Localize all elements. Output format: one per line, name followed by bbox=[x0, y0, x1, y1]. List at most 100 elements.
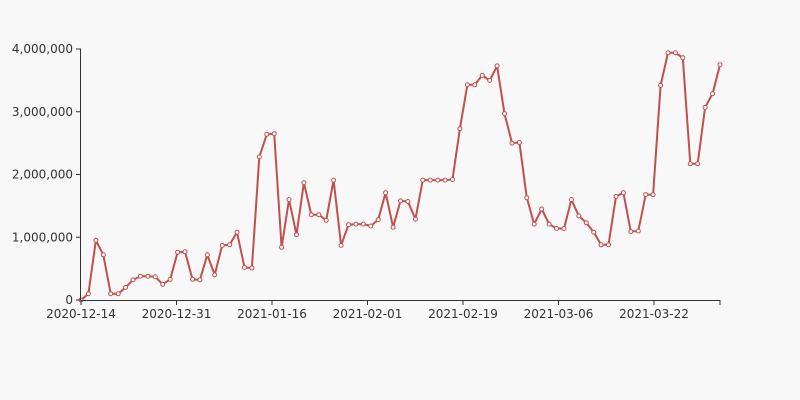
data-point bbox=[591, 229, 597, 235]
x-tick-label: 2020-12-31 bbox=[142, 307, 212, 321]
data-point bbox=[472, 82, 478, 88]
data-point bbox=[502, 111, 507, 117]
data-point bbox=[242, 264, 247, 270]
data-point bbox=[658, 82, 664, 88]
x-tick-label: 2021-01-16 bbox=[237, 307, 307, 321]
data-point bbox=[479, 72, 485, 78]
y-tick-label: 1,000,000 bbox=[12, 230, 73, 244]
data-point bbox=[710, 91, 716, 97]
data-point bbox=[286, 197, 292, 203]
data-point bbox=[123, 284, 129, 290]
x-axis-ticks: 2020-12-14 2020-12-31 2021-01-16 2021-02-01… bbox=[46, 300, 721, 321]
data-point bbox=[182, 249, 188, 255]
y-tick-label: 2,000,000 bbox=[12, 168, 73, 182]
data-point bbox=[539, 206, 545, 212]
data-point bbox=[130, 277, 136, 283]
data-point bbox=[346, 222, 351, 228]
data-point bbox=[561, 226, 567, 231]
x-tick-label: 2021-02-01 bbox=[333, 307, 403, 321]
data-point bbox=[331, 177, 337, 183]
data-point bbox=[531, 221, 537, 227]
data-point bbox=[145, 273, 151, 279]
data-point bbox=[398, 198, 403, 204]
data-point bbox=[219, 242, 225, 248]
data-point bbox=[680, 55, 686, 61]
data-point bbox=[190, 276, 195, 282]
data-point bbox=[650, 192, 656, 198]
data-point bbox=[234, 229, 240, 235]
data-point bbox=[108, 291, 114, 297]
x-tick-label: 2020-12-14 bbox=[46, 307, 116, 321]
data-point bbox=[249, 265, 255, 271]
data-point bbox=[368, 223, 374, 229]
data-point bbox=[643, 192, 649, 198]
data-point bbox=[152, 274, 158, 280]
x-tick-label: 2021-02-19 bbox=[428, 307, 498, 321]
data-point bbox=[308, 212, 314, 218]
data-point bbox=[360, 221, 366, 227]
data-point bbox=[464, 82, 470, 88]
data-point bbox=[353, 221, 359, 227]
data-point bbox=[212, 272, 218, 278]
data-point bbox=[576, 213, 582, 219]
data-point bbox=[271, 131, 277, 137]
data-point bbox=[412, 216, 418, 222]
data-point bbox=[383, 190, 389, 196]
data-point bbox=[227, 242, 233, 248]
data-point bbox=[175, 249, 181, 255]
data-point bbox=[717, 62, 723, 68]
series-line bbox=[80, 51, 721, 301]
data-point bbox=[628, 229, 634, 235]
data-point bbox=[702, 104, 708, 110]
data-point bbox=[323, 217, 329, 223]
data-point bbox=[115, 291, 121, 297]
data-point bbox=[93, 237, 99, 243]
data-point bbox=[85, 291, 91, 297]
x-tick-label: 2021-03-06 bbox=[524, 307, 594, 321]
data-point bbox=[204, 252, 210, 258]
data-point bbox=[598, 242, 604, 248]
data-point bbox=[442, 177, 448, 183]
data-point bbox=[375, 217, 381, 223]
data-point bbox=[457, 126, 463, 132]
series-group bbox=[78, 50, 723, 303]
data-point bbox=[695, 161, 701, 167]
data-point bbox=[427, 177, 433, 183]
data-point bbox=[509, 140, 515, 146]
data-point bbox=[635, 228, 641, 234]
data-point bbox=[197, 277, 203, 283]
data-point bbox=[390, 224, 396, 230]
y-tick-label: 3,000,000 bbox=[12, 105, 73, 119]
data-point bbox=[405, 199, 411, 204]
y-axis-ticks: 0 1,000,000 2,000,000 3,000,000 4,000,000 bbox=[12, 42, 81, 307]
data-point bbox=[494, 63, 500, 69]
data-point bbox=[301, 180, 307, 186]
data-point bbox=[583, 220, 589, 226]
data-point bbox=[137, 273, 143, 279]
data-point bbox=[546, 221, 552, 227]
data-point bbox=[487, 77, 493, 83]
data-point bbox=[516, 140, 522, 145]
data-point bbox=[100, 252, 106, 258]
data-point bbox=[554, 226, 559, 231]
data-point bbox=[167, 276, 173, 282]
data-point bbox=[524, 195, 530, 201]
data-point bbox=[316, 212, 322, 218]
data-point bbox=[606, 242, 611, 248]
data-point bbox=[687, 161, 693, 167]
data-point bbox=[620, 190, 626, 196]
data-point bbox=[338, 242, 344, 248]
y-tick-label: 4,000,000 bbox=[12, 42, 73, 56]
data-point bbox=[420, 177, 426, 183]
data-point bbox=[613, 194, 619, 199]
data-point bbox=[294, 232, 299, 238]
data-point bbox=[568, 197, 574, 203]
y-tick-label: 0 bbox=[65, 293, 73, 307]
data-point bbox=[264, 131, 270, 137]
data-point bbox=[450, 177, 455, 182]
data-point bbox=[435, 177, 441, 183]
data-point bbox=[256, 154, 262, 160]
data-point bbox=[279, 244, 285, 250]
data-point bbox=[160, 281, 166, 287]
